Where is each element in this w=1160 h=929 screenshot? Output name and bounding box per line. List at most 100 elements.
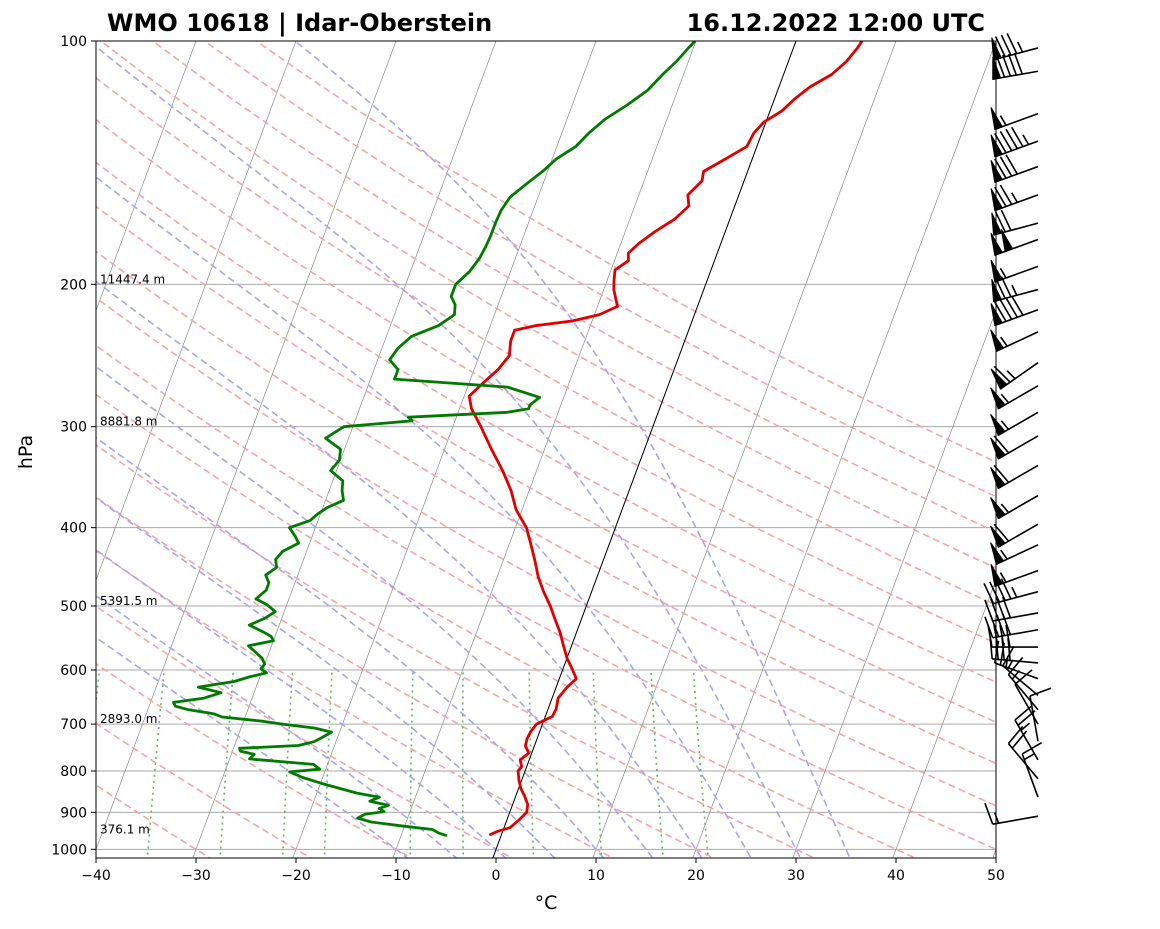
wind-barb-half [1012, 587, 1017, 597]
dry-adiabat-line [0, 41, 731, 867]
wind-barb-full [1003, 55, 1011, 76]
y-tick-label: 1000 [51, 842, 87, 858]
wind-barb-staff [992, 659, 1038, 663]
wind-barb-full [1000, 157, 1011, 176]
x-tick-label: 10 [587, 868, 605, 884]
wind-barb [991, 496, 1038, 519]
x-axis-label: °C [535, 892, 558, 914]
mixing-ratio-line [529, 670, 534, 867]
wind-barb-flag [991, 330, 1004, 352]
wind-barb-full [1008, 726, 1022, 743]
moist-adiabat-line [0, 41, 563, 867]
y-tick-label: 400 [60, 521, 87, 537]
wind-barb-half [1000, 116, 1006, 126]
wind-barb-full [990, 637, 992, 659]
height-label: 2893.0 m [100, 712, 158, 726]
dry-adiabat-line [0, 41, 528, 867]
wind-barb-flag [991, 414, 1005, 435]
moist-adiabat-line [295, 41, 854, 867]
wind-barb [991, 436, 1038, 459]
wind-barb-flag [991, 497, 1005, 518]
wind-barb-full [1006, 129, 1017, 148]
height-label: 11447.4 m [100, 272, 165, 286]
plot-frame [96, 41, 996, 858]
isotherm-line [993, 41, 1160, 858]
mixing-ratio-line [410, 670, 413, 867]
wind-barb [991, 412, 1038, 435]
x-tick-label: 40 [887, 868, 905, 884]
x-tick-label: −40 [81, 868, 111, 884]
wind-barb [985, 803, 1038, 824]
wind-barb-flag [992, 213, 1002, 235]
x-tick-label: −20 [281, 868, 311, 884]
dry-adiabat-line [256, 41, 1160, 867]
x-tick-label: 20 [687, 868, 705, 884]
y-tick-label: 500 [60, 599, 87, 615]
dry-adiabats [0, 41, 1160, 867]
wind-barb-flag [991, 233, 1002, 255]
moist-adiabat-line [0, 41, 515, 867]
wind-barb-staff [993, 613, 1038, 621]
wind-barb [991, 465, 1038, 488]
wind-barb [992, 210, 1038, 235]
wind-barb-half [1018, 42, 1023, 52]
wind-barb-full [1012, 127, 1023, 146]
chart-title-left: WMO 10618 | Idar-Oberstein [107, 9, 492, 37]
wind-barb-full [1015, 706, 1032, 720]
y-tick-label: 300 [60, 420, 87, 436]
wind-barb-half [995, 813, 999, 823]
wind-barb-full [1000, 300, 1011, 319]
dry-adiabat-line [0, 41, 1160, 867]
dry-adiabat-line [0, 41, 1160, 867]
wind-barb-half [1012, 193, 1018, 203]
wind-barb-flag [993, 57, 1001, 79]
wind-barb [991, 564, 1038, 586]
wind-barb-half [1023, 135, 1029, 145]
y-axis-label: hPa [15, 435, 37, 469]
wind-barb-full [985, 803, 993, 824]
dry-adiabat-line [0, 41, 1035, 867]
wind-barb [991, 330, 1038, 352]
isotherm-line [793, 41, 1096, 858]
dry-adiabat-line [0, 41, 934, 867]
dry-adiabat-line [0, 41, 1160, 867]
wind-barb-flag [991, 107, 1002, 129]
height-label: 5391.5 m [100, 594, 158, 608]
wind-barb [991, 127, 1038, 157]
wind-barb [1030, 688, 1051, 741]
wind-barb-half [1012, 285, 1017, 295]
moist-adiabats [0, 41, 854, 867]
isotherm-line [0, 41, 296, 858]
chart-title-right: 16.12.2022 12:00 UTC [687, 9, 985, 37]
wind-barb-staff [993, 630, 1038, 638]
moist-adiabat-line [0, 41, 707, 867]
y-tick-label: 700 [60, 717, 87, 733]
mixing-ratio-line [463, 670, 464, 867]
wind-barb [991, 155, 1038, 183]
wind-barb-half [1000, 268, 1006, 278]
wind-barb-full [1012, 731, 1026, 748]
wind-barb [991, 185, 1038, 210]
y-tick-label: 900 [60, 805, 87, 821]
wind-barb-full [1022, 743, 1041, 754]
wind-barb [991, 524, 1038, 547]
wind-barb-full [1006, 155, 1017, 174]
moist-adiabat-line [0, 41, 467, 867]
y-tick-label: 200 [60, 277, 87, 293]
wind-barb-staff [993, 816, 1038, 824]
dry-adiabat-line [0, 41, 1160, 867]
wind-barb-staff [1030, 696, 1038, 741]
mixing-ratio-line [651, 670, 664, 867]
y-tick-label: 100 [60, 34, 87, 50]
y-tick-label: 800 [60, 764, 87, 780]
x-tick-label: 30 [787, 868, 805, 884]
isotherm-grid [0, 41, 1160, 858]
isotherm-line [93, 41, 396, 858]
wind-barb-half [1024, 754, 1034, 760]
isotherm-line [593, 41, 896, 858]
wind-barb-flag [1001, 229, 1012, 251]
